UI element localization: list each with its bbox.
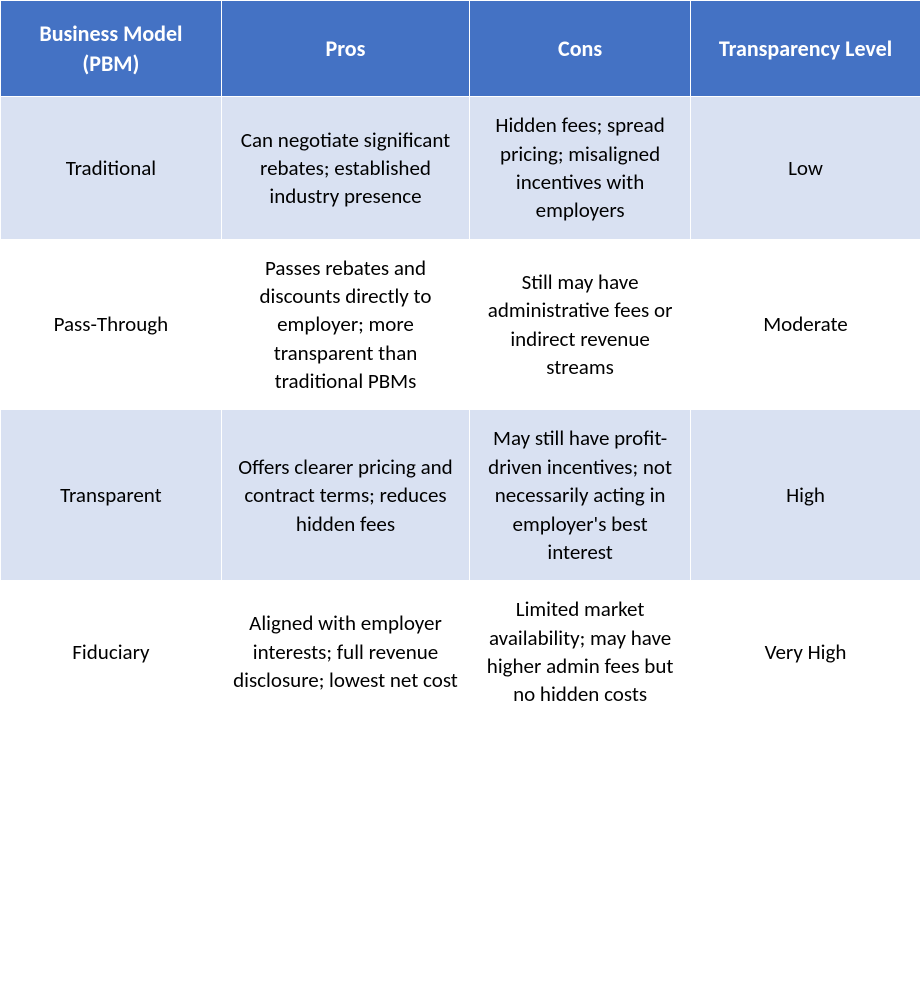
cell-transparency: High (690, 410, 920, 581)
cell-cons: Hidden fees; spread pricing; misaligned … (470, 97, 691, 239)
table-row: Transparent Offers clearer pricing and c… (1, 410, 921, 581)
table-row: Traditional Can negotiate significant re… (1, 97, 921, 239)
cell-transparency: Very High (690, 581, 920, 723)
cell-model: Fiduciary (1, 581, 222, 723)
cell-model: Pass-Through (1, 239, 222, 410)
header-row: Business Model (PBM) Pros Cons Transpare… (1, 1, 921, 97)
cell-cons: May still have profit-driven incentives;… (470, 410, 691, 581)
cell-transparency: Low (690, 97, 920, 239)
cell-pros: Passes rebates and discounts directly to… (221, 239, 469, 410)
table-head: Business Model (PBM) Pros Cons Transpare… (1, 1, 921, 97)
table-row: Fiduciary Aligned with employer interest… (1, 581, 921, 723)
cell-pros: Aligned with employer interests; full re… (221, 581, 469, 723)
col-header-model: Business Model (PBM) (1, 1, 222, 97)
table-body: Traditional Can negotiate significant re… (1, 97, 921, 723)
col-header-transparency: Transparency Level (690, 1, 920, 97)
cell-model: Traditional (1, 97, 222, 239)
col-header-cons: Cons (470, 1, 691, 97)
table-row: Pass-Through Passes rebates and discount… (1, 239, 921, 410)
cell-model: Transparent (1, 410, 222, 581)
table: Business Model (PBM) Pros Cons Transpare… (0, 0, 921, 724)
pbm-comparison-table: Business Model (PBM) Pros Cons Transpare… (0, 0, 921, 724)
col-header-pros: Pros (221, 1, 469, 97)
cell-pros: Can negotiate significant rebates; estab… (221, 97, 469, 239)
cell-cons: Still may have administrative fees or in… (470, 239, 691, 410)
cell-cons: Limited market availability; may have hi… (470, 581, 691, 723)
cell-pros: Offers clearer pricing and contract term… (221, 410, 469, 581)
cell-transparency: Moderate (690, 239, 920, 410)
